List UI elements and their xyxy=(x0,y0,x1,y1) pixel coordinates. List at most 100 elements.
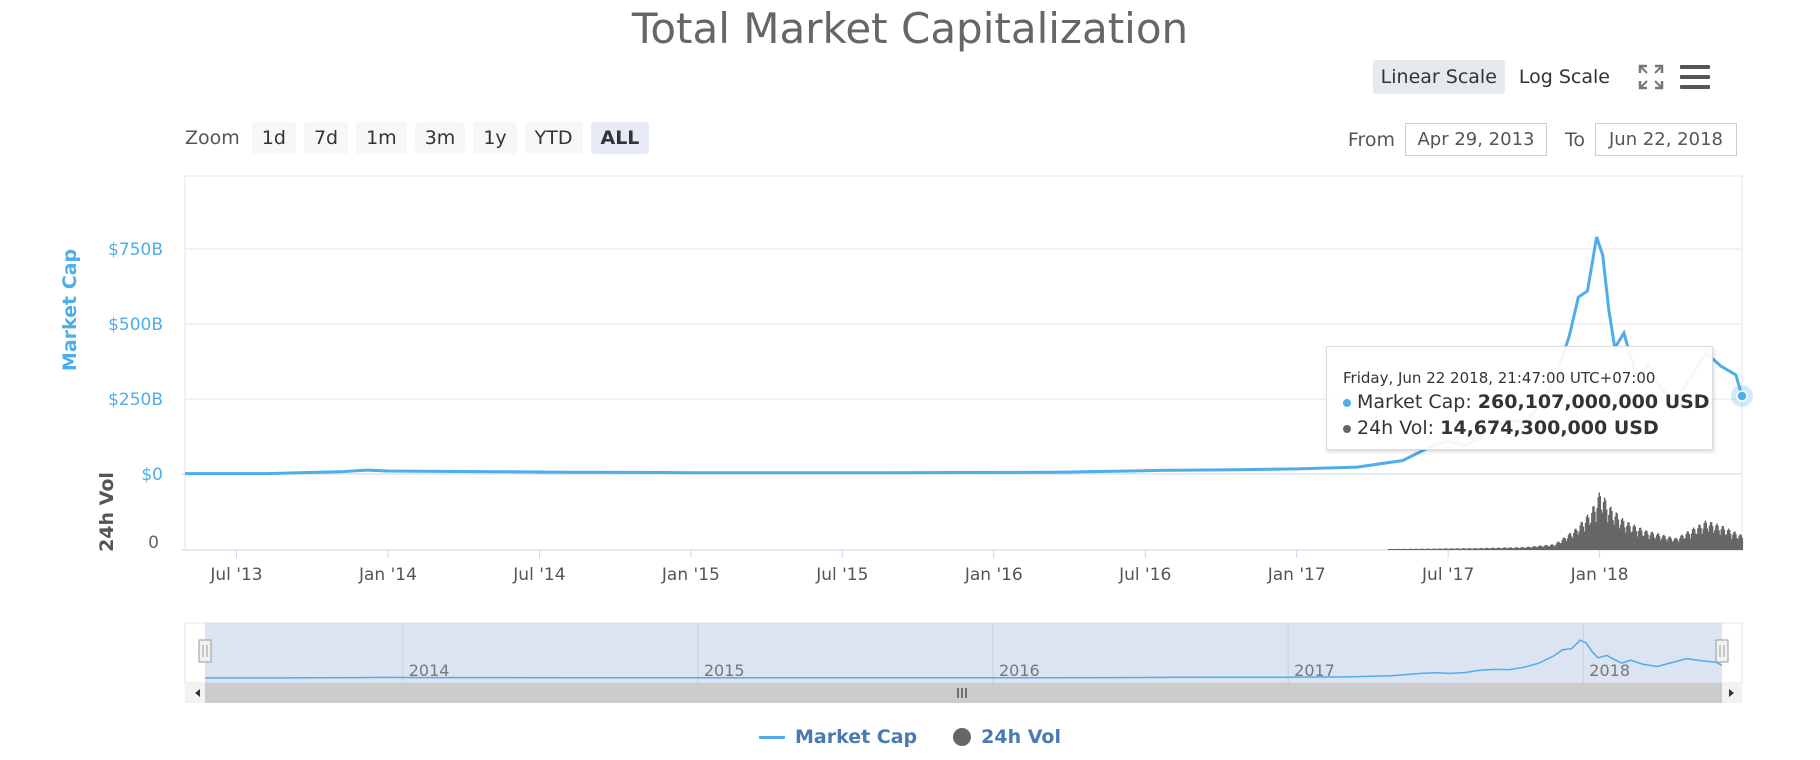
volume-bar xyxy=(1704,520,1706,550)
volume-bar xyxy=(1545,544,1547,550)
fullscreen-icon[interactable] xyxy=(1638,64,1664,90)
volume-bar xyxy=(1620,519,1623,550)
y-tick-label: $0 xyxy=(141,465,163,485)
legend-market-cap-label: Market Cap xyxy=(794,726,918,748)
volume-bar xyxy=(1641,530,1643,550)
navigator-left-handle[interactable] xyxy=(198,639,212,663)
zoom-1d-button[interactable]: 1d xyxy=(251,122,296,154)
volume-bar xyxy=(1410,548,1413,550)
x-tick-label: Jan '17 xyxy=(1267,565,1326,585)
zoom-1y-button[interactable]: 1y xyxy=(473,122,517,154)
from-label: From xyxy=(1347,128,1395,151)
volume-bar xyxy=(1662,535,1664,550)
volume-bar xyxy=(1457,548,1459,550)
volume-bar xyxy=(1580,521,1582,550)
volume-bar xyxy=(1453,548,1455,550)
volume-bar xyxy=(1434,548,1436,550)
volume-bar xyxy=(1551,544,1554,550)
legend: Market Cap 24h Vol xyxy=(0,726,1820,748)
volume-bar xyxy=(1424,549,1427,550)
log-scale-button[interactable]: Log Scale xyxy=(1518,66,1610,88)
linear-scale-button[interactable]: Linear Scale xyxy=(1372,60,1505,94)
volume-bar xyxy=(1650,532,1652,550)
to-date-input[interactable]: Jun 22, 2018 xyxy=(1595,123,1737,156)
volume-bar xyxy=(1409,548,1412,550)
volume-bar xyxy=(1652,533,1654,550)
volume-bar xyxy=(1682,535,1684,550)
zoom-all-button[interactable]: ALL xyxy=(590,122,650,154)
volume-bar xyxy=(1397,548,1399,550)
scroll-right-arrow-icon[interactable] xyxy=(1729,689,1734,697)
volume-bar xyxy=(1565,541,1568,550)
volume-bar xyxy=(1539,545,1541,550)
volume-bar xyxy=(1504,547,1506,550)
volume-bar xyxy=(1458,548,1460,550)
volume-bar xyxy=(1558,541,1560,550)
volume-bar xyxy=(1489,548,1491,550)
volume-bar xyxy=(1639,527,1642,550)
volume-bar xyxy=(1688,534,1691,550)
volume-bar xyxy=(1452,548,1454,550)
volume-bar xyxy=(1521,547,1523,550)
volume-bar xyxy=(1579,525,1581,550)
volume-bar xyxy=(1483,548,1485,550)
volume-bar xyxy=(1712,526,1714,550)
zoom-7d-button[interactable]: 7d xyxy=(303,122,349,154)
volume-bar xyxy=(1629,526,1631,550)
volume-bar xyxy=(1737,538,1739,550)
volume-bar xyxy=(1553,545,1555,550)
volume-bar xyxy=(1395,549,1397,550)
volume-bar xyxy=(1491,547,1493,550)
volume-bar xyxy=(1574,529,1576,550)
volume-bar xyxy=(1562,537,1564,550)
zoom-1m-button[interactable]: 1m xyxy=(356,122,407,154)
zoom-3m-button[interactable]: 3m xyxy=(414,122,466,154)
volume-bar xyxy=(1572,538,1574,550)
scroll-left-arrow-icon[interactable] xyxy=(195,689,200,697)
hover-point[interactable] xyxy=(1736,390,1748,402)
volume-bar xyxy=(1625,532,1627,550)
volume-bar xyxy=(1674,537,1677,550)
volume-bar xyxy=(1406,549,1409,550)
volume-bar xyxy=(1582,526,1585,550)
volume-bar xyxy=(1649,535,1651,550)
x-tick-label: Jul '14 xyxy=(512,565,565,585)
volume-bar xyxy=(1730,533,1732,550)
volume-bar xyxy=(1617,519,1620,550)
volume-bar xyxy=(1631,531,1633,550)
volume-bar xyxy=(1456,548,1458,550)
hamburger-menu-icon[interactable] xyxy=(1680,65,1710,89)
volume-bar xyxy=(1451,548,1453,550)
volume-bar xyxy=(1657,533,1660,550)
legend-item-vol[interactable]: 24h Vol xyxy=(953,726,1061,748)
volume-bar xyxy=(1412,549,1414,550)
zoom-ytd-button[interactable]: YTD xyxy=(524,122,583,154)
volume-bar xyxy=(1705,522,1707,550)
legend-item-market-cap[interactable]: Market Cap xyxy=(758,726,918,748)
volume-bar xyxy=(1449,548,1451,550)
navigator: 2014 2015 2016 2017 2018 xyxy=(184,622,1743,703)
tooltip-market-cap-label: Market Cap: xyxy=(1357,391,1472,413)
volume-bar xyxy=(1686,531,1688,550)
navigator-year-label: 2014 xyxy=(409,661,450,680)
volume-bar xyxy=(1462,548,1465,550)
volume-bar xyxy=(1630,532,1632,550)
volume-bar xyxy=(1493,548,1495,550)
volume-bar xyxy=(1613,524,1615,550)
volume-bar xyxy=(1708,525,1711,550)
tooltip-vol-value: 14,674,300,000 USD xyxy=(1440,417,1659,439)
volume-bar xyxy=(1442,548,1445,550)
navigator-scrollbar-thumb[interactable] xyxy=(205,683,1722,703)
navigator-right-handle[interactable] xyxy=(1715,639,1729,663)
from-date-input[interactable]: Apr 29, 2013 xyxy=(1404,123,1547,156)
volume-bar xyxy=(1515,547,1518,550)
volume-bar xyxy=(1502,548,1504,550)
volume-bar xyxy=(1645,530,1647,550)
volume-bar xyxy=(1430,549,1432,550)
volume-bar xyxy=(1543,546,1545,550)
volume-bar xyxy=(1526,547,1528,550)
y-axis-title: Market Cap xyxy=(59,249,81,371)
volume-bar xyxy=(1564,538,1566,550)
volume-bar xyxy=(1663,534,1665,550)
